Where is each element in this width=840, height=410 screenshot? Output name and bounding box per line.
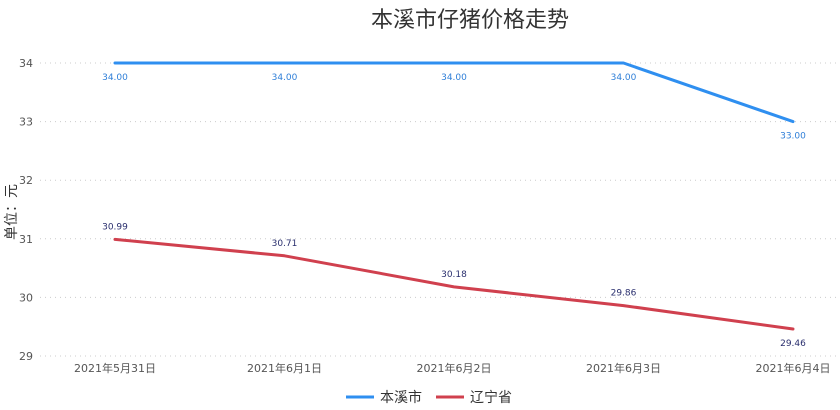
data-label: 34.00	[611, 73, 637, 83]
y-axis-label: 单位：元	[4, 184, 20, 240]
legend-label: 本溪市	[380, 389, 422, 406]
x-tick-labels: 2021年5月31日 2021年6月1日 2021年6月2日 2021年6月3日 202…	[74, 361, 831, 375]
chart-title: 本溪市仔猪价格走势	[371, 8, 569, 33]
data-label: 30.71	[272, 239, 298, 249]
legend-item[interactable]: 本溪市	[346, 389, 422, 406]
y-tick-label: 31	[19, 233, 33, 246]
legend[interactable]: 本溪市 辽宁省	[346, 389, 512, 406]
y-tick-labels: 29 30 31 32 33 34	[19, 57, 33, 363]
y-tick-label: 33	[19, 116, 33, 129]
y-tick-label: 30	[19, 291, 33, 304]
data-label: 30.99	[102, 222, 128, 232]
x-tick-label: 2021年5月31日	[74, 361, 156, 375]
y-tick-label: 34	[19, 57, 33, 70]
legend-item[interactable]: 辽宁省	[436, 389, 512, 406]
data-label: 29.86	[611, 289, 637, 299]
x-tick-label: 2021年6月1日	[247, 361, 322, 375]
series-line	[113, 61, 795, 124]
y-tick-label: 29	[19, 350, 33, 363]
data-label: 30.18	[441, 270, 467, 280]
legend-label: 辽宁省	[470, 389, 512, 406]
x-tick-label: 2021年6月3日	[586, 361, 661, 375]
series-lines	[113, 61, 795, 331]
data-label: 34.00	[272, 73, 298, 83]
x-tick-label: 2021年6月2日	[417, 361, 492, 375]
grid-lines	[40, 62, 840, 357]
data-labels: 34.00 34.00 34.00 34.00 33.00 30.99 30.71 30.18…	[102, 73, 806, 349]
y-tick-label: 32	[19, 174, 33, 187]
data-label: 34.00	[102, 73, 128, 83]
data-label: 33.00	[780, 132, 806, 142]
data-label: 29.46	[780, 339, 806, 349]
data-label: 34.00	[441, 73, 467, 83]
x-tick-label: 2021年6月4日	[756, 361, 831, 375]
series-line	[113, 237, 795, 331]
